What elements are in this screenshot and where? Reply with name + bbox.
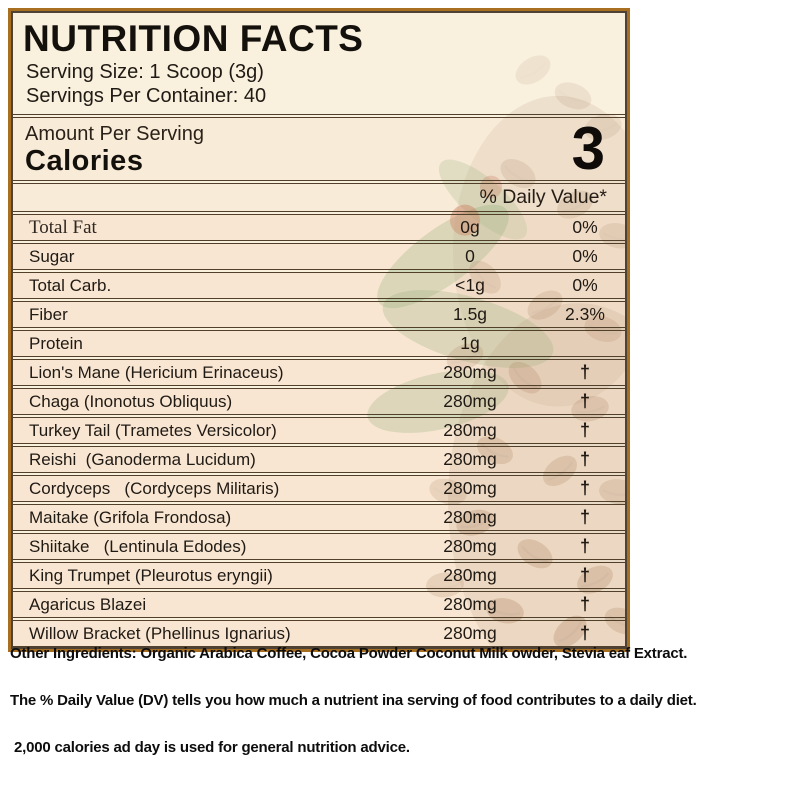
- nutrient-daily-value: 2.3%: [565, 304, 605, 324]
- table-row: Sugar 0 0%: [13, 243, 625, 270]
- calories-value: 3: [571, 115, 605, 182]
- page-title: NUTRITION FACTS: [23, 18, 364, 59]
- table-row: Cordyceps (Cordyceps Militaris) 280mg †: [13, 475, 625, 502]
- nutrient-amount: 1g: [460, 333, 480, 353]
- nutrient-name: Cordyceps (Cordyceps Militaris): [29, 479, 280, 498]
- nutrient-daily-value: †: [579, 565, 590, 585]
- daily-value-header: % Daily Value*: [13, 183, 625, 212]
- nutrient-name: King Trumpet (Pleurotus eryngii): [29, 566, 273, 585]
- nutrient-amount: <1g: [455, 275, 485, 295]
- nutrient-table: Total Fat 0g 0% Sugar 0 0% Total Carb. <…: [13, 214, 625, 647]
- nutrient-daily-value: 0%: [572, 217, 598, 237]
- nutrient-amount: 280mg: [443, 478, 497, 498]
- nutrient-name: Total Fat: [29, 217, 97, 238]
- nutrient-daily-value: 0%: [572, 275, 598, 295]
- nutrient-daily-value: †: [579, 420, 590, 440]
- nutrient-daily-value: 0%: [572, 246, 598, 266]
- nutrient-amount: 280mg: [443, 565, 497, 585]
- nutrient-daily-value: †: [579, 478, 590, 498]
- nutrient-amount: 280mg: [443, 623, 497, 643]
- footnotes: Other Ingredients: Organic Arabica Coffe…: [10, 644, 792, 785]
- nutrient-name: Willow Bracket (Phellinus Ignarius): [29, 624, 291, 643]
- nutrient-name: Reishi (Ganoderma Lucidum): [29, 450, 256, 469]
- table-row: Maitake (Grifola Frondosa) 280mg †: [13, 504, 625, 531]
- nutrient-daily-value: †: [579, 391, 590, 411]
- nutrient-name: Agaricus Blazei: [29, 595, 147, 614]
- footnote-other-ingredients: Other Ingredients: Organic Arabica Coffe…: [10, 645, 688, 662]
- label-content: NUTRITION FACTS Serving Size: 1 Scoop (3…: [13, 13, 625, 647]
- nutrient-amount: 0: [465, 246, 475, 266]
- serving-size: Serving Size: 1 Scoop (3g): [26, 61, 264, 83]
- nutrient-daily-value: †: [579, 536, 590, 556]
- nutrient-amount: 0g: [460, 217, 480, 237]
- nutrient-amount: 280mg: [443, 594, 497, 614]
- footnote-calories-advice: 2,000 calories ad day is used for genera…: [10, 739, 410, 756]
- amount-per-serving-label: Amount Per Serving: [25, 122, 204, 145]
- calories-section: Amount Per Serving Calories 3: [13, 117, 625, 181]
- nutrient-name: Lion's Mane (Hericium Erinaceus): [29, 363, 284, 382]
- table-row: Agaricus Blazei 280mg †: [13, 591, 625, 618]
- nutrient-daily-value: †: [579, 594, 590, 614]
- table-row: Protein 1g: [13, 330, 625, 357]
- footnote-daily-value-note: The % Daily Value (DV) tells you how muc…: [10, 692, 697, 709]
- nutrient-name: Turkey Tail (Trametes Versicolor): [29, 421, 277, 440]
- nutrient-daily-value: †: [579, 362, 590, 382]
- table-row: Shiitake (Lentinula Edodes) 280mg †: [13, 533, 625, 560]
- calories-labels: Amount Per Serving Calories: [25, 123, 204, 176]
- nutrient-amount: 1.5g: [452, 304, 488, 324]
- table-row: Lion's Mane (Hericium Erinaceus) 280mg †: [13, 359, 625, 386]
- table-row: Turkey Tail (Trametes Versicolor) 280mg …: [13, 417, 625, 444]
- nutrient-amount: 280mg: [443, 449, 497, 469]
- table-row: Reishi (Ganoderma Lucidum) 280mg †: [13, 446, 625, 473]
- nutrient-name: Shiitake (Lentinula Edodes): [29, 537, 247, 556]
- nutrient-daily-value: †: [579, 507, 590, 527]
- table-row: Total Carb. <1g 0%: [13, 272, 625, 299]
- nutrient-amount: 280mg: [443, 391, 497, 411]
- nutrient-amount: 280mg: [443, 420, 497, 440]
- nutrient-daily-value: †: [579, 449, 590, 469]
- servings-per-container: Servings Per Container: 40: [26, 85, 267, 107]
- nutrient-name: Total Carb.: [29, 276, 112, 295]
- nutrient-amount: 280mg: [443, 536, 497, 556]
- table-row: King Trumpet (Pleurotus eryngii) 280mg †: [13, 562, 625, 589]
- nutrient-name: Fiber: [29, 305, 68, 324]
- label-header: NUTRITION FACTS Serving Size: 1 Scoop (3…: [13, 13, 625, 115]
- table-row: Total Fat 0g 0%: [13, 214, 625, 241]
- table-row: Chaga (Inonotus Obliquus) 280mg †: [13, 388, 625, 415]
- table-row: Fiber 1.5g 2.3%: [13, 301, 625, 328]
- label-panel: NUTRITION FACTS Serving Size: 1 Scoop (3…: [11, 11, 627, 649]
- calories-label: Calories: [25, 144, 144, 177]
- nutrient-name: Maitake (Grifola Frondosa): [29, 508, 232, 527]
- nutrient-amount: 280mg: [443, 507, 497, 527]
- nutrient-name: Protein: [29, 334, 83, 353]
- nutrient-name: Chaga (Inonotus Obliquus): [29, 392, 233, 411]
- nutrient-daily-value: †: [579, 623, 590, 643]
- table-row: Willow Bracket (Phellinus Ignarius) 280m…: [13, 620, 625, 647]
- nutrition-label: NUTRITION FACTS Serving Size: 1 Scoop (3…: [8, 8, 630, 652]
- daily-value-header-label: % Daily Value*: [479, 186, 607, 208]
- nutrient-name: Sugar: [29, 247, 75, 266]
- nutrient-amount: 280mg: [443, 362, 497, 382]
